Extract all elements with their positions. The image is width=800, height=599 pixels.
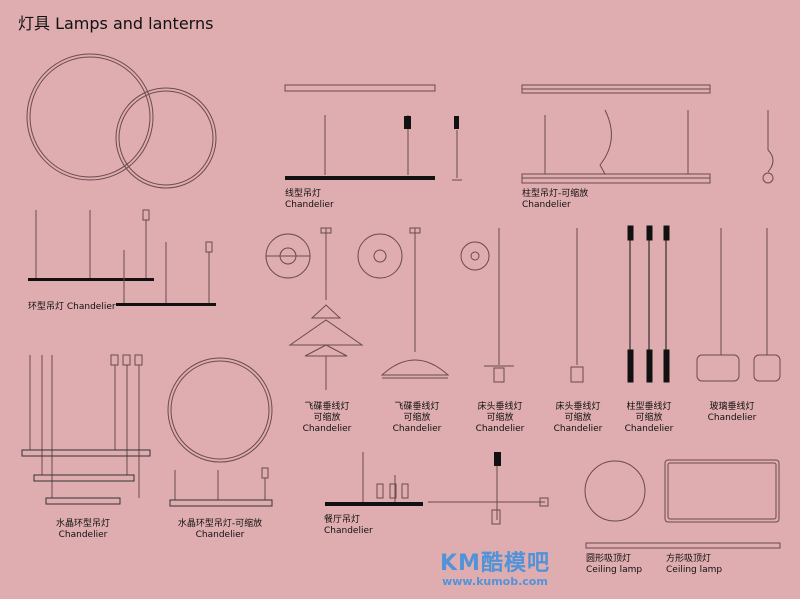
label-glass: 玻璃垂线灯 Chandelier [707, 402, 757, 424]
label-ceiling-square: 方形吸顶灯 Ceiling lamp [666, 554, 722, 576]
label-en: Ceiling lamp [666, 565, 723, 575]
pillar-lamps [627, 225, 670, 383]
dining-lamp [325, 452, 549, 525]
label-ring: 环型吊灯 Chandelier [28, 302, 116, 312]
label-sub: 可缩放 [564, 413, 592, 423]
label-sub: 可缩放 [486, 413, 514, 423]
label-en: Chandelier [324, 526, 373, 536]
label-en: Chandelier [475, 424, 525, 434]
label-cn: 水晶环型吊灯-可缩放 [177, 519, 263, 529]
label-en: Chandelier [553, 424, 603, 434]
label-bed-2: 床头垂线灯 可缩放 Chandelier [553, 402, 603, 435]
watermark-name: KM酷模吧 [440, 551, 550, 576]
label-en: Chandelier [522, 200, 571, 210]
watermark-url: www.kumob.com [442, 575, 548, 588]
label-en: Chandelier [392, 424, 442, 434]
label-cn: 圆形吸顶灯 [586, 554, 632, 564]
label-ceiling-round: 圆形吸顶灯 Ceiling lamp [586, 554, 642, 576]
ufo-lamps [265, 227, 584, 390]
column-lamp [521, 84, 774, 184]
label-ufo-2: 飞碟垂线灯 可缩放 Chandelier [392, 402, 442, 435]
label-cn: 玻璃垂线灯 [709, 402, 755, 412]
label-pillar: 柱型垂线灯 可缩放 Chandelier [624, 402, 674, 435]
label-en: Chandelier [707, 413, 757, 423]
label-cn: 柱型吊灯-可缩放 [522, 189, 589, 199]
label-bed-1: 床头垂线灯 可缩放 Chandelier [475, 402, 525, 435]
label-crystal-2: 水晶环型吊灯-可缩放 Chandelier [175, 519, 265, 541]
label-sub: 可缩放 [313, 413, 341, 423]
ceiling-lamps [584, 459, 781, 549]
ring-lamp-elevation [28, 209, 216, 306]
label-ufo-1: 飞碟垂线灯 可缩放 Chandelier [302, 402, 352, 435]
label-sub: 可缩放 [635, 413, 663, 423]
label-cn: 飞碟垂线灯 [394, 402, 440, 412]
label-column: 柱型吊灯-可缩放 Chandelier [522, 189, 588, 211]
label-cn: 飞碟垂线灯 [304, 402, 350, 412]
crystal-ring-scalable [167, 357, 273, 507]
label-crystal-1: 水晶环型吊灯 Chandelier [48, 519, 118, 541]
label-cn: 方形吸顶灯 [666, 554, 712, 564]
crystal-ring-lamp [21, 354, 151, 505]
label-sub: 可缩放 [403, 413, 431, 423]
glass-lamps [696, 228, 781, 382]
label-en: Chandelier [302, 424, 352, 434]
label-cn: 水晶环型吊灯 [55, 519, 110, 529]
label-en: Chandelier [624, 424, 674, 434]
watermark: KM酷模吧 www.kumob.com [440, 552, 550, 588]
label-en: Chandelier [195, 530, 245, 540]
ring-lamp-plan [26, 53, 217, 189]
label-cn: 床头垂线灯 [477, 402, 523, 412]
label-en: Chandelier [285, 200, 334, 210]
label-en: Ceiling lamp [586, 565, 643, 575]
label-en: Chandelier [58, 530, 108, 540]
linear-lamp [284, 84, 462, 181]
label-cn: 线型吊灯 [285, 189, 322, 199]
label-cn: 床头垂线灯 [555, 402, 601, 412]
page-title: 灯具 Lamps and lanterns [18, 14, 214, 33]
label-dining: 餐厅吊灯 Chandelier [324, 515, 373, 537]
label-cn: 餐厅吊灯 [324, 515, 361, 525]
label-linear: 线型吊灯 Chandelier [285, 189, 334, 211]
label-cn: 柱型垂线灯 [626, 402, 672, 412]
